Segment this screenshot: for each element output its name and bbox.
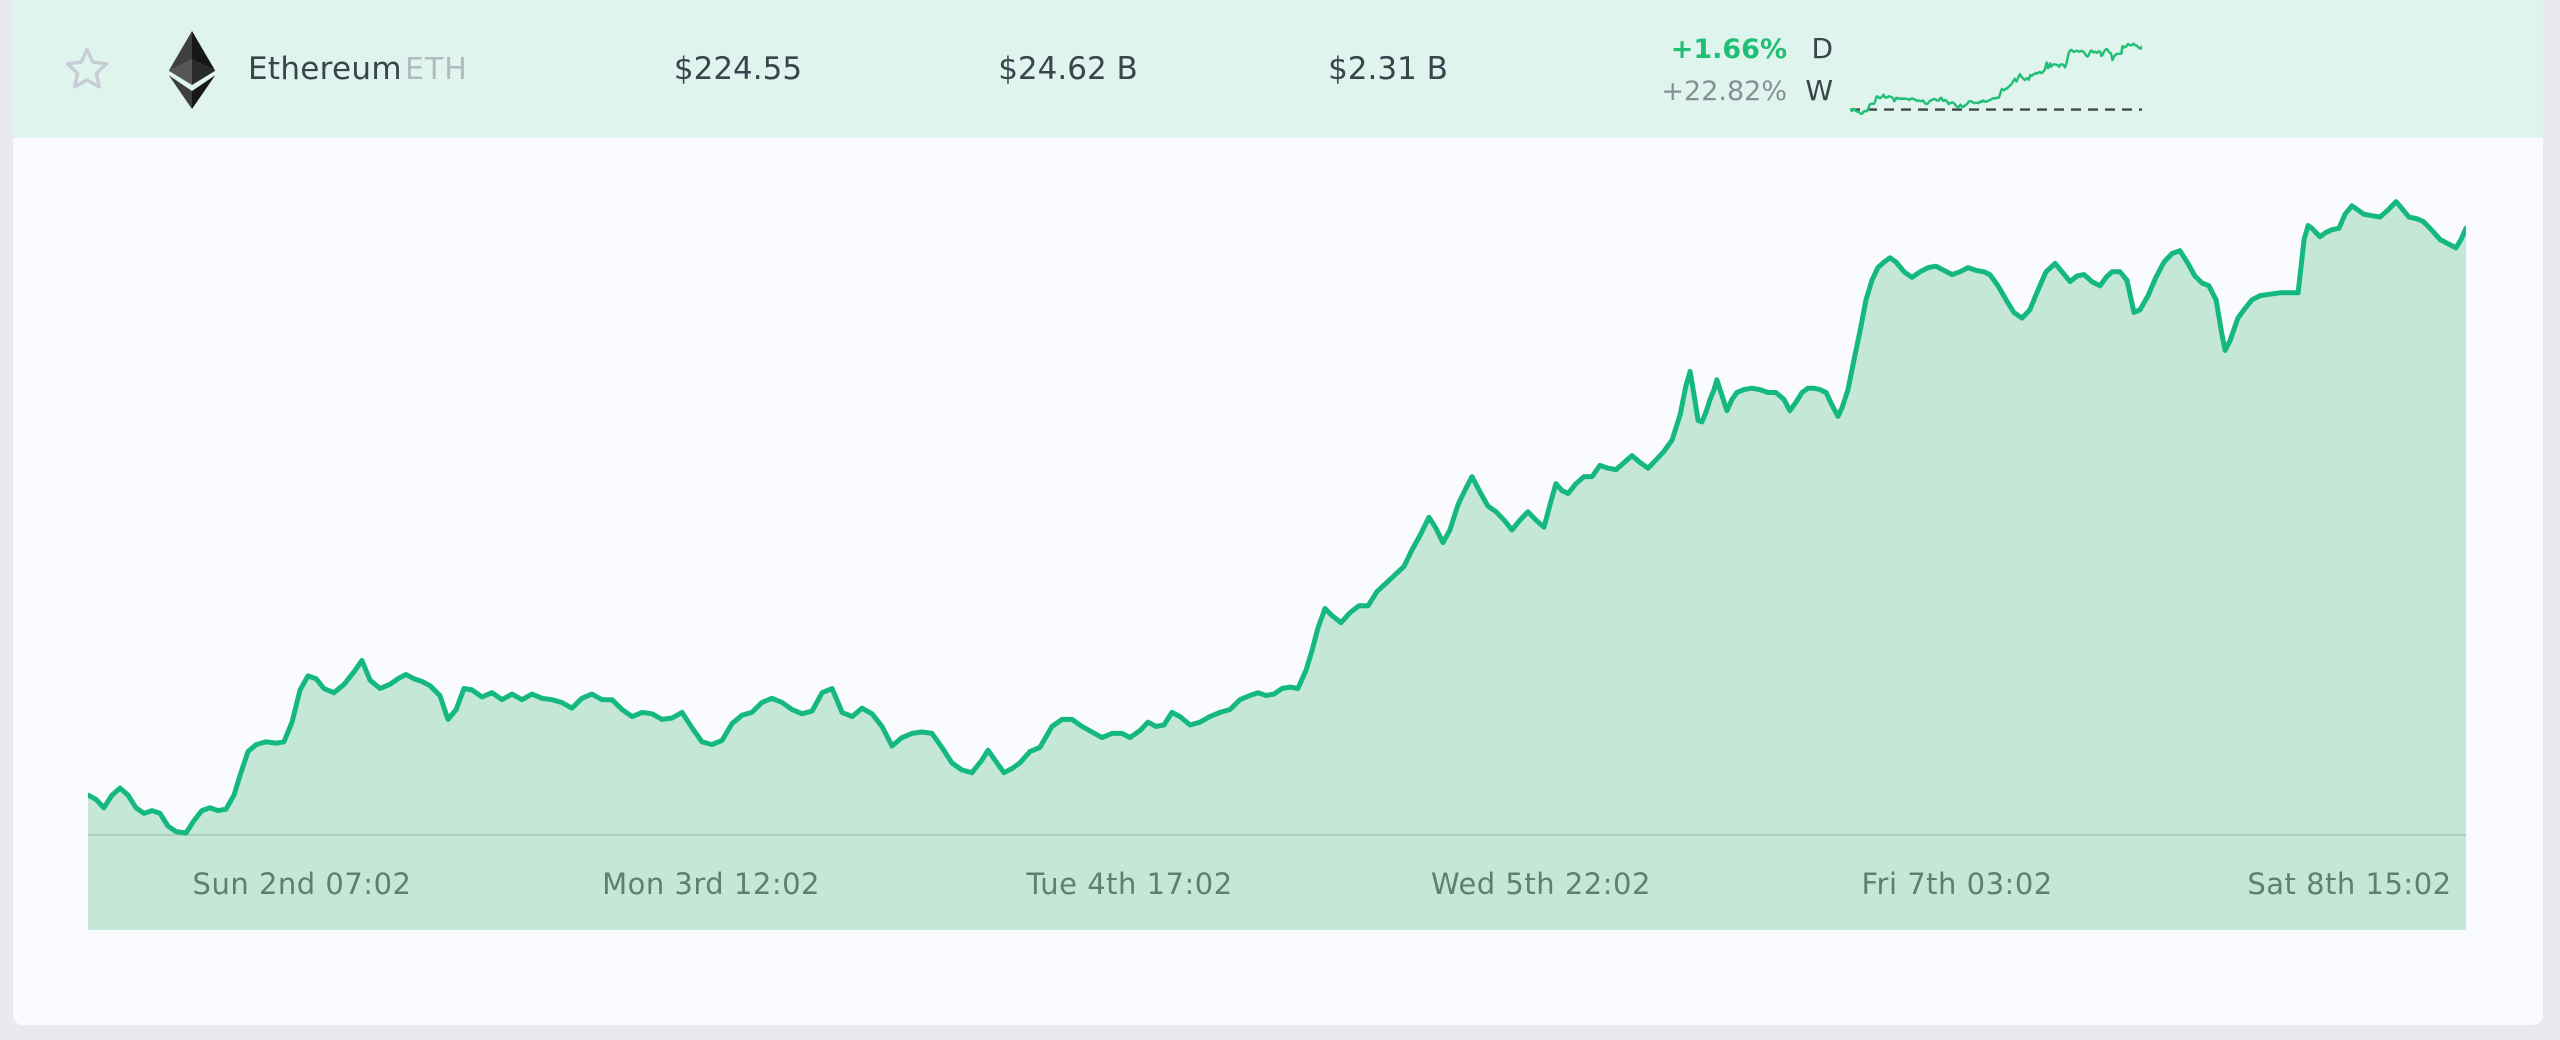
ethereum-logo-icon [168,31,216,109]
weekly-change: +22.82% [1661,75,1787,107]
chart-line [88,199,2466,836]
favorite-button[interactable] [52,0,122,138]
chart-area-fill [88,201,2466,930]
coin-market-cap: $24.62 B [998,51,1138,87]
coin-price: $224.55 [673,51,803,87]
weekly-period-label: W [1805,73,1833,107]
coin-name: Ethereum [248,51,402,87]
star-icon [65,47,109,89]
chart-axis-band [88,835,2466,930]
daily-change: +1.66% [1670,33,1787,65]
coin-symbol-badge: ETH [405,51,468,87]
sparkline-chart [1850,42,2142,115]
sparkline-line [1850,42,2142,115]
coin-row[interactable]: Ethereum ETH $224.55 $24.62 B $2.31 B +1… [13,0,2543,138]
coin-volume: $2.31 B [1328,51,1448,87]
coin-card: Ethereum ETH $224.55 $24.62 B $2.31 B +1… [13,0,2543,1025]
change-block: +1.66% D +22.82% W [1558,0,1833,138]
daily-period-label: D [1811,31,1833,65]
price-chart[interactable] [88,140,2466,930]
